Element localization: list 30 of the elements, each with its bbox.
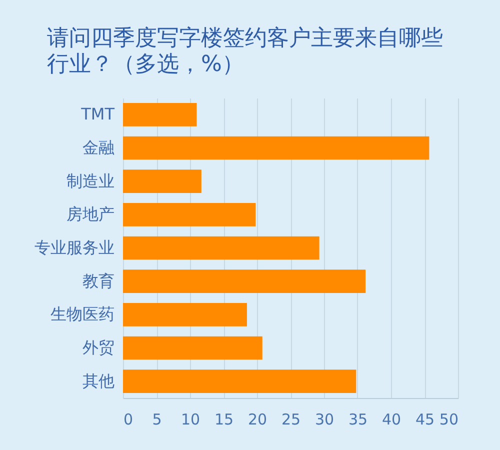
x-tick-label: 30 [314, 410, 334, 428]
bar [123, 236, 320, 260]
x-tick-label: 45 [415, 410, 435, 428]
x-tick-label: 15 [214, 410, 234, 428]
x-tick-label: 35 [348, 410, 368, 428]
x-tick-label: 5 [152, 410, 162, 428]
x-tick-label: 25 [281, 410, 301, 428]
x-tick-label: 0 [124, 410, 134, 428]
y-tick-label: 房地产 [66, 204, 114, 224]
y-tick-label: 其他 [82, 371, 114, 390]
bar [123, 303, 247, 326]
bar [123, 136, 430, 160]
y-tick-label: TMT [80, 104, 115, 124]
x-tick-label: 10 [180, 410, 200, 428]
bar [123, 203, 256, 226]
bar [123, 270, 366, 293]
y-tick-label: 教育 [82, 271, 114, 290]
y-tick-label: 生物医药 [50, 304, 114, 324]
bar [123, 370, 356, 393]
bar [123, 170, 202, 193]
y-tick-label: 制造业 [66, 171, 114, 190]
bar [123, 103, 197, 126]
bar [123, 336, 262, 360]
x-tick-label: 50 [439, 410, 458, 428]
x-tick-label: 40 [382, 410, 402, 428]
chart-title: 请问四季度写字楼签约客户主要来自哪些行业？（多选，%） [47, 26, 443, 77]
x-tick-label: 20 [248, 410, 268, 428]
y-tick-label: 专业服务业 [34, 238, 114, 257]
y-tick-label: 金融 [82, 138, 114, 157]
y-tick-label: 外贸 [82, 338, 114, 357]
